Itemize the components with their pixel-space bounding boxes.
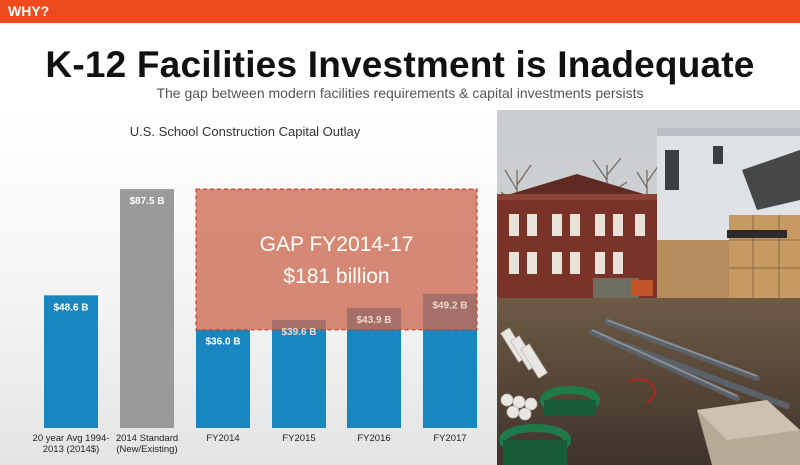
slide-subtitle: The gap between modern facilities requir… — [156, 85, 644, 101]
gap-amount: $181 billion — [283, 265, 389, 288]
bar-2 — [120, 189, 174, 428]
gap-layer: GAP FY2014-17 $181 billion — [195, 188, 478, 331]
gap-title: GAP FY2014-17 — [260, 233, 414, 256]
capital-outlay-chart: U.S. School Construction Capital Outlay … — [0, 110, 500, 465]
value-label-6: $49.2 B — [432, 301, 467, 312]
tick-label-1: 2013 (2014$) — [43, 444, 100, 455]
ticks-layer: 20 year Avg 1994-2013 (2014$) 2014 Standa… — [33, 433, 467, 455]
gap-region — [195, 188, 478, 331]
section-tag: WHY? — [8, 3, 50, 19]
tick-label-1: 20 year Avg 1994- — [33, 433, 110, 444]
bar-3 — [196, 329, 250, 428]
section-header-bar: WHY? — [0, 0, 800, 23]
construction-site-photo — [497, 110, 800, 465]
value-label-5: $43.9 B — [356, 315, 391, 326]
value-label-4: $39.6 B — [281, 327, 316, 338]
chart-title: U.S. School Construction Capital Outlay — [130, 124, 361, 139]
bar-4 — [272, 319, 326, 428]
value-label-1: $48.6 B — [53, 302, 88, 313]
tick-label-4: FY2015 — [282, 433, 315, 444]
tick-label-6: FY2017 — [433, 433, 466, 444]
tick-label-5: FY2016 — [357, 433, 390, 444]
slide-title: K-12 Facilities Investment is Inadequate — [45, 44, 755, 85]
value-label-2: $87.5 B — [129, 196, 164, 207]
bar-1 — [44, 295, 98, 428]
tick-label-2: (New/Existing) — [116, 444, 177, 455]
bars-layer — [44, 189, 477, 428]
tick-label-3: FY2014 — [206, 433, 239, 444]
labels-layer: $48.6 B $87.5 B $36.0 B $39.6 B $43.9 B $49.2… — [53, 196, 467, 348]
tick-label-2: 2014 Standard — [116, 433, 178, 444]
value-label-3: $36.0 B — [205, 337, 240, 348]
